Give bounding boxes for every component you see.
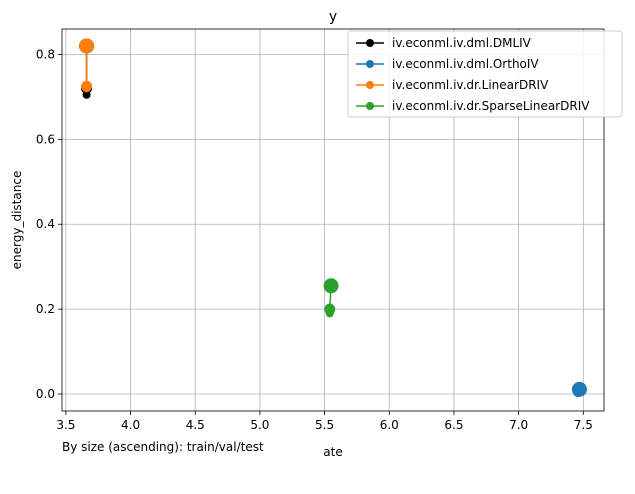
- legend-label: iv.econml.iv.dml.DMLIV: [392, 36, 532, 50]
- legend-marker: [366, 39, 374, 47]
- legend-marker: [366, 102, 374, 110]
- y-tick-label: 0.2: [36, 302, 55, 316]
- plot-frame: [61, 28, 605, 412]
- legend-label: iv.econml.iv.dr.LinearDRIV: [392, 78, 549, 92]
- legend-label: iv.econml.iv.dr.SparseLinearDRIV: [392, 99, 590, 113]
- x-tick-label: 7.5: [574, 418, 593, 432]
- y-tick-label: 0.0: [36, 387, 55, 401]
- x-tick-label: 7.0: [509, 418, 528, 432]
- data-point: [81, 80, 93, 92]
- x-tick-label: 3.5: [56, 418, 75, 432]
- x-tick-label: 6.5: [444, 418, 463, 432]
- data-point: [571, 381, 587, 397]
- x-tick-label: 4.0: [121, 418, 140, 432]
- legend-label: iv.econml.iv.dml.OrthoIV: [392, 57, 539, 71]
- data-layer: [79, 38, 587, 397]
- y-axis-label: energy_distance: [10, 171, 24, 270]
- data-point: [323, 278, 339, 294]
- x-tick-label: 6.0: [380, 418, 399, 432]
- legend-box: [347, 30, 623, 118]
- data-point: [79, 38, 95, 54]
- x-tick-label: 5.0: [250, 418, 269, 432]
- legend-marker: [366, 60, 374, 68]
- x-tick-label: 4.5: [186, 418, 205, 432]
- chart-title: y: [329, 9, 337, 25]
- data-point: [324, 303, 336, 315]
- legend-marker: [366, 81, 374, 89]
- x-tick-label: 5.5: [315, 418, 334, 432]
- chart-caption: By size (ascending): train/val/test: [62, 440, 264, 454]
- y-tick-label: 0.6: [36, 132, 55, 146]
- legend: iv.econml.iv.dml.DMLIV iv.econml.iv.dml.O…: [347, 30, 623, 118]
- axes: 3.5 4.0 4.5 5.0 5.5 6.0 6.5 7.0 7.5 0.0 0.2 0.4 0.6 0…: [36, 28, 605, 432]
- y-tick-label: 0.4: [36, 217, 55, 231]
- x-axis-label: ate: [323, 445, 342, 459]
- y-tick-label: 0.8: [36, 47, 55, 61]
